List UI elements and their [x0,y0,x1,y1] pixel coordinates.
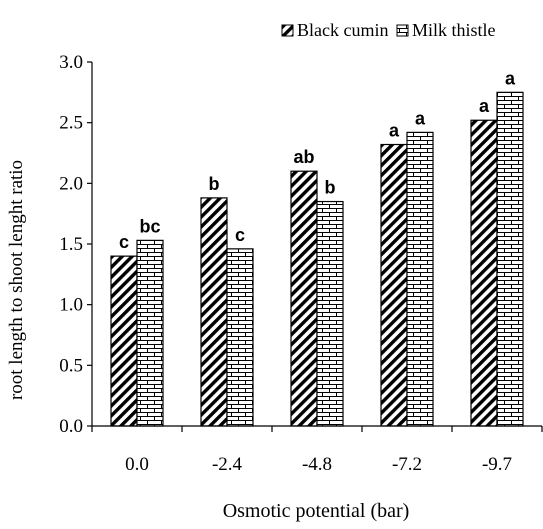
legend-label-milk-thistle: Milk thistle [412,20,496,40]
x-tick-label-0-0: 0.0 [125,454,149,475]
bar-black-cumin-4-8 [290,170,318,427]
bar-black-cumin-0-0 [110,255,138,427]
bar-black-cumin-9-7 [470,119,498,427]
significance-label-black-cumin-7-2: a [389,121,400,141]
bar-milk-thistle-0-0 [136,239,164,427]
x-tick-label-7-2: -7.2 [392,454,422,475]
bar-milk-thistle-2-4 [226,248,254,427]
y-tick-label-1-5: 1.5 [59,234,83,255]
legend-swatch-milk-thistle [396,24,409,37]
significance-label-milk-thistle-9-7: a [505,68,516,88]
bar-black-cumin-2-4 [200,197,228,427]
significance-label-milk-thistle-4-8: b [325,178,336,198]
bar-milk-thistle-9-7 [496,91,524,427]
y-tick-label-0-5: 0.5 [59,355,83,376]
significance-label-black-cumin-9-7: a [479,96,490,116]
x-tick-label-2-4: -2.4 [212,454,243,475]
y-tick-label-1-0: 1.0 [59,295,83,316]
significance-label-milk-thistle-0-0: bc [139,216,160,236]
significance-label-milk-thistle-7-2: a [415,108,426,128]
y-axis-label: root length to shoot lenght ratio [6,160,27,400]
legend-label-black-cumin: Black cumin [297,20,388,40]
y-tick-label-2-5: 2.5 [59,113,83,134]
significance-label-black-cumin-4-8: ab [293,147,314,167]
legend-swatch-black-cumin [281,24,294,37]
y-tick-label-0-0: 0.0 [59,416,83,437]
significance-label-black-cumin-2-4: b [209,174,220,194]
bar-milk-thistle-4-8 [316,200,344,427]
legend: Black cumin Milk thistle [281,20,496,40]
significance-label-milk-thistle-2-4: c [235,225,245,245]
x-tick-label-4-8: -4.8 [302,454,332,475]
y-tick-label-3-0: 3.0 [59,52,83,73]
x-tick-label-9-7: -9.7 [482,454,512,475]
bar-milk-thistle-7-2 [406,131,434,427]
x-axis-label: Osmotic potential (bar) [223,500,410,522]
y-tick-label-2-0: 2.0 [59,173,83,194]
significance-label-black-cumin-0-0: c [119,232,129,252]
bar-black-cumin-7-2 [380,143,408,427]
